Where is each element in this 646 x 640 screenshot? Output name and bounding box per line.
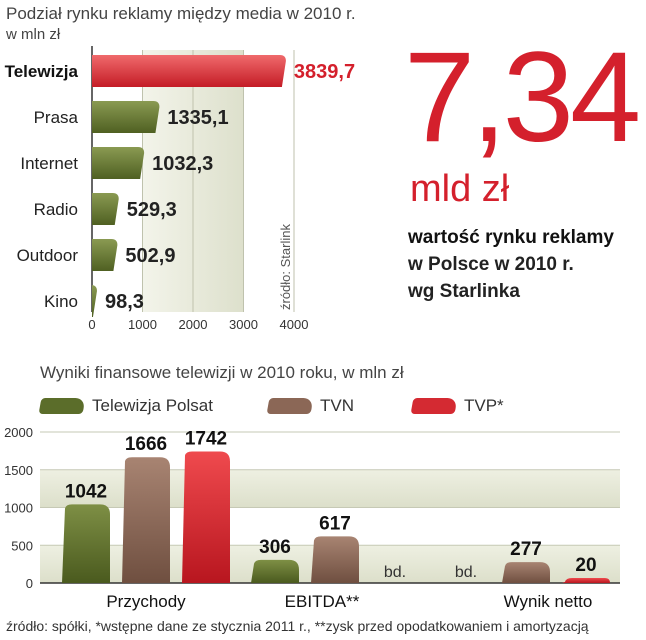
legend-item-tvp: TVP*: [410, 394, 504, 418]
bottom-bar-telewizja-polsat-ebitda: [251, 559, 299, 583]
top-value-label: 1335,1: [167, 107, 228, 129]
top-chart-source-label: źródło: Starlink: [278, 224, 293, 310]
bottom-y-tick-label: 0: [26, 576, 33, 591]
top-bar-outdoor: [92, 239, 118, 271]
bottom-chart-title: Wyniki finansowe telewizji w 2010 roku, …: [40, 363, 404, 382]
top-value-label: 529,3: [127, 199, 177, 221]
headline-unit: mld zł: [410, 168, 510, 210]
legend-item-tvn: TVN: [266, 394, 354, 418]
top-value-label: 502,9: [125, 245, 175, 267]
top-category-label: Radio: [34, 200, 78, 219]
top-chart-bars: [90, 55, 286, 317]
legend-swatch-tvp: [410, 398, 458, 414]
bottom-bar-tvn-wynik-netto: [502, 562, 550, 583]
legend-label-tvn: TVN: [320, 396, 354, 415]
headline-desc-line-2: wg Starlinka: [408, 281, 520, 302]
top-x-tick-label: 2000: [179, 317, 208, 332]
top-category-label: Telewizja: [5, 62, 79, 81]
bottom-chart-labels: Przychody 1042 1666 1742 EBITDA** 306 617 bd. Wy…: [65, 428, 597, 611]
bottom-value-label: 1666: [125, 434, 167, 455]
top-chart-title: Podział rynku reklamy między media w 201…: [6, 4, 356, 23]
legend-label-tvp: TVP*: [464, 396, 504, 415]
bottom-bar-tvn-przychody: [122, 457, 170, 583]
top-value-label: 98,3: [105, 291, 144, 313]
top-category-label: Kino: [44, 292, 78, 311]
bottom-value-label: 277: [510, 539, 542, 560]
bottom-bar-nodata-label: bd.: [455, 564, 477, 581]
top-x-tick-label: 1000: [128, 317, 157, 332]
top-bar-radio: [92, 193, 119, 225]
bottom-category-label-ebitda: EBITDA**: [285, 592, 360, 611]
headline-value: 7,34: [404, 26, 641, 169]
legend-swatch-tvn: [266, 398, 314, 414]
bottom-bar-tvn-ebitda: [311, 536, 359, 583]
legend-swatch-polsat: [38, 398, 86, 414]
bottom-y-tick-label: 500: [11, 538, 33, 553]
top-category-label: Internet: [20, 154, 78, 173]
top-chart-subtitle: w mln zł: [6, 26, 61, 43]
bottom-category-label-przychody: Przychody: [106, 592, 186, 611]
bottom-value-label: 1042: [65, 481, 107, 502]
top-category-label: Prasa: [34, 108, 79, 127]
top-category-label: Outdoor: [17, 246, 79, 265]
top-x-tick-label: 4000: [280, 317, 309, 332]
top-x-tick-label: 0: [88, 317, 95, 332]
bottom-value-label: 617: [319, 513, 351, 534]
top-bar-prasa: [92, 101, 160, 133]
legend-label-polsat: Telewizja Polsat: [92, 396, 213, 415]
top-bar-internet: [92, 147, 145, 179]
bottom-bar-nodata-label: bd.: [384, 564, 406, 581]
top-x-tick-label: 3000: [229, 317, 258, 332]
bottom-bar-tvp-wynik-netto: [562, 578, 610, 583]
top-value-label: 1032,3: [152, 153, 213, 175]
bottom-y-tick-label: 1500: [4, 463, 33, 478]
headline-desc-line-1: w Polsce w 2010 r.: [408, 254, 574, 275]
top-value-label: 3839,7: [294, 61, 355, 83]
bottom-bar-tvp-przychody: [182, 451, 230, 583]
top-chart-labels: Telewizja 3839,7 Prasa 1335,1 Internet 1032,3…: [5, 61, 355, 313]
bottom-value-label: 306: [259, 537, 291, 558]
legend-item-polsat: Telewizja Polsat: [38, 394, 213, 418]
bottom-chart-footnote: źródło: spółki, *wstępne dane ze styczni…: [6, 618, 589, 634]
top-chart-grid: 0 1000 2000 3000 4000: [88, 46, 308, 332]
bottom-value-label: 20: [575, 555, 596, 576]
headline-description: wartość rynku reklamy w Polsce w 2010 r.…: [408, 224, 644, 305]
bottom-chart-bars: [62, 451, 610, 583]
top-bar-telewizja: [92, 55, 286, 87]
bottom-y-tick-label: 1000: [4, 501, 33, 516]
bottom-value-label: 1742: [185, 428, 227, 449]
top-bar-kino: [90, 285, 97, 317]
bottom-category-label-wynik-netto: Wynik netto: [504, 592, 593, 611]
headline-desc-bold: wartość rynku reklamy: [408, 227, 614, 248]
bottom-y-tick-label: 2000: [4, 425, 33, 440]
bottom-bar-telewizja-polsat-przychody: [62, 504, 110, 583]
